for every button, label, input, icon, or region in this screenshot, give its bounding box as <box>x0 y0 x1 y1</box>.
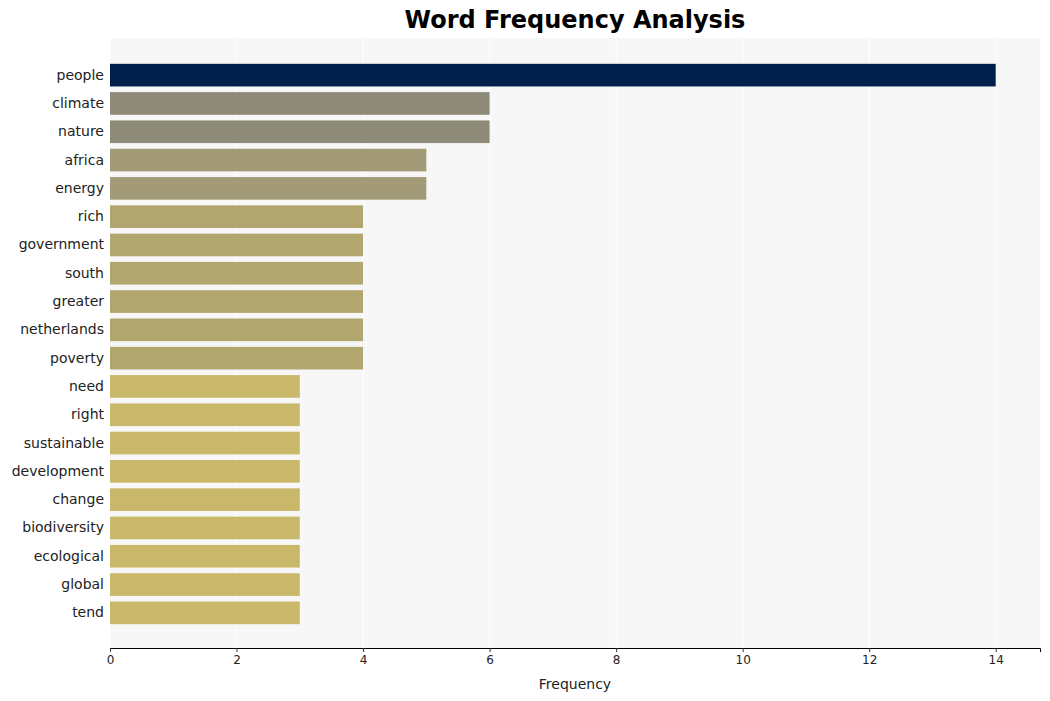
tick: 4 <box>360 648 368 667</box>
bar <box>110 290 363 313</box>
grid-line <box>742 38 743 648</box>
tick-label: change <box>52 491 104 507</box>
tick: biodiversity <box>22 519 110 535</box>
tick-label: nature <box>58 123 104 139</box>
bar <box>110 205 363 228</box>
plot-background <box>110 38 1040 648</box>
tick: 14 <box>989 648 1004 667</box>
tick: poverty <box>50 350 110 366</box>
bar <box>110 432 300 455</box>
tick: global <box>61 576 110 592</box>
grid-line <box>616 38 617 648</box>
tick: need <box>69 378 110 394</box>
bar <box>110 177 426 200</box>
tick-label: right <box>71 406 104 422</box>
tick-label: rich <box>78 208 104 224</box>
tick: energy <box>55 180 110 196</box>
tick: right <box>71 406 110 422</box>
bar <box>110 403 300 426</box>
tick-mark <box>869 648 870 652</box>
tick: africa <box>65 152 110 168</box>
tick-label: 4 <box>360 653 368 667</box>
tick-label: south <box>65 265 104 281</box>
tick: change <box>52 491 110 507</box>
grid <box>110 38 996 648</box>
bar <box>110 488 300 511</box>
grid-line <box>869 38 870 648</box>
tick-mark <box>490 648 491 652</box>
tick: 8 <box>613 648 621 667</box>
tick-mark <box>743 648 744 652</box>
grid-line <box>995 38 996 648</box>
tick: 10 <box>736 648 751 667</box>
tick-label: 6 <box>486 653 494 667</box>
tick: netherlands <box>20 321 110 337</box>
tick-label: poverty <box>50 350 104 366</box>
tick: tend <box>72 604 110 620</box>
tick: sustainable <box>24 435 110 451</box>
bars <box>110 64 996 624</box>
tick-mark <box>110 648 111 652</box>
tick-label: government <box>19 236 105 252</box>
bar <box>110 517 300 540</box>
tick: ecological <box>34 548 110 564</box>
tick: 6 <box>486 648 494 667</box>
tick: people <box>57 67 110 83</box>
bar <box>110 460 300 483</box>
bar <box>110 319 363 342</box>
bar <box>110 573 300 596</box>
y-axis: people climate nature africa energy rich gover… <box>12 67 110 621</box>
x-axis-title: Frequency <box>539 676 611 692</box>
bar <box>110 234 363 257</box>
tick-mark <box>237 648 238 652</box>
axis-line <box>111 649 1041 653</box>
tick-label: 12 <box>862 653 877 667</box>
bar <box>110 545 300 568</box>
tick-label: global <box>61 576 104 592</box>
tick-mark <box>363 648 364 652</box>
tick-label: climate <box>52 95 104 111</box>
bar <box>110 602 300 625</box>
tick-label: 10 <box>736 653 751 667</box>
bar <box>110 92 490 115</box>
tick-label: need <box>69 378 104 394</box>
tick-label: 0 <box>107 653 115 667</box>
bar <box>110 375 300 398</box>
tick-label: biodiversity <box>22 519 104 535</box>
tick-label: 8 <box>613 653 621 667</box>
bar <box>110 347 363 370</box>
tick-label: development <box>12 463 105 479</box>
bar <box>110 149 426 172</box>
tick-label: 2 <box>233 653 241 667</box>
bar <box>110 64 996 87</box>
tick-label: 14 <box>989 653 1004 667</box>
tick: nature <box>58 123 110 139</box>
tick: 12 <box>862 648 877 667</box>
tick-label: ecological <box>34 548 104 564</box>
tick-label: sustainable <box>24 435 104 451</box>
bar <box>110 120 490 143</box>
tick-label: greater <box>53 293 105 309</box>
tick: rich <box>78 208 110 224</box>
bar <box>110 262 363 285</box>
tick-label: people <box>57 67 104 83</box>
tick: south <box>65 265 110 281</box>
title: Word Frequency Analysis <box>405 6 746 34</box>
tick-mark <box>616 648 617 652</box>
x-axis: 0 2 4 6 8 10 12 14 <box>107 648 1041 667</box>
chart: 0 2 4 6 8 10 12 14 people climate nature africa ener… <box>0 0 1050 701</box>
tick-label: africa <box>65 152 104 168</box>
tick: government <box>19 236 110 252</box>
tick-label: energy <box>55 180 104 196</box>
tick: greater <box>53 293 110 309</box>
tick: 2 <box>233 648 241 667</box>
tick: 0 <box>107 648 115 667</box>
tick: development <box>12 463 110 479</box>
tick: climate <box>52 95 110 111</box>
tick-label: tend <box>72 604 104 620</box>
tick-label: netherlands <box>20 321 104 337</box>
tick-mark <box>996 648 997 652</box>
